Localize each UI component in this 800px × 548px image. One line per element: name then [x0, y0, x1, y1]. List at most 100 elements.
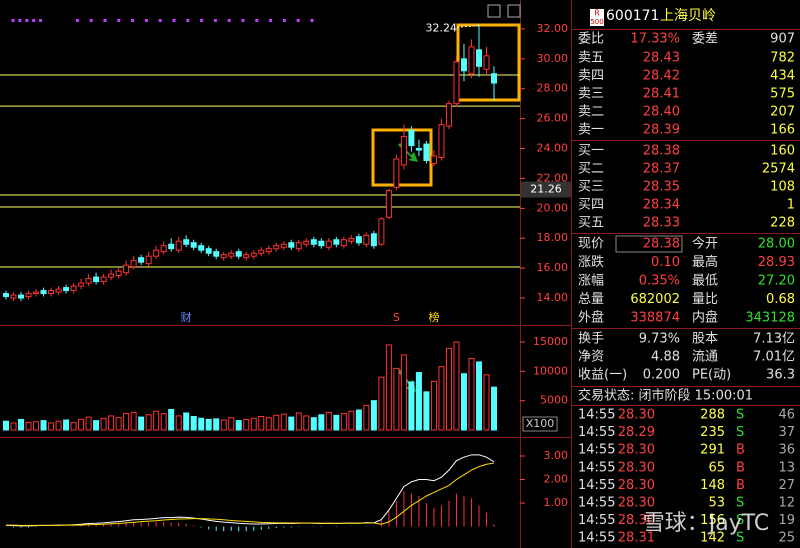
order-price: 28.43 — [643, 51, 680, 66]
candle-body — [483, 55, 490, 70]
volume-bar — [468, 357, 475, 431]
stat-value: 0.10 — [651, 255, 680, 270]
icon[interactable] — [487, 4, 501, 18]
volume-bar — [491, 386, 497, 431]
order-label: 卖三 — [578, 87, 604, 102]
quote-panel: R 500 600171 上海贝岭 委比 17.33% 委差 907 卖五 28.43 78… — [572, 8, 800, 546]
trade-side: S — [736, 425, 744, 440]
decor-dot — [131, 19, 135, 22]
trade-volume: 65 — [708, 460, 725, 475]
unit-label: X100 — [526, 417, 555, 430]
volume-bar — [273, 414, 280, 431]
trade-count: 37 — [778, 425, 795, 440]
trade-volume: 156 — [700, 513, 725, 528]
volume-bar — [115, 417, 122, 431]
trade-price: 28.30 — [618, 478, 655, 493]
y-tick-label: 3.00 — [544, 449, 569, 462]
volume-bar — [33, 421, 40, 431]
y-tick-label: 10000 — [533, 364, 568, 377]
order-volume: 160 — [770, 144, 795, 159]
candle-body — [385, 189, 392, 218]
volume-bar — [295, 412, 302, 431]
volume-bar — [318, 414, 325, 431]
trade-count: 25 — [778, 531, 795, 546]
volume-bar — [93, 420, 100, 431]
value: 907 — [770, 32, 795, 47]
volume-bar — [183, 412, 190, 431]
stat-label: 总量 — [578, 292, 604, 307]
volume-bar — [310, 417, 317, 431]
candle-body — [153, 249, 160, 257]
volume-bar — [408, 381, 415, 431]
candle-body — [340, 239, 347, 247]
trade-count: 13 — [778, 460, 795, 475]
fund-label: 净资 — [578, 350, 604, 365]
stat-label: 涨幅 — [578, 274, 604, 289]
volume-bar — [483, 374, 490, 431]
candle-body — [295, 242, 302, 250]
stat-label: 今开 — [692, 236, 718, 252]
trade-time: 14:55 — [578, 513, 615, 528]
toolbar-icons[interactable] — [487, 4, 521, 18]
stat-label: 内盘 — [692, 310, 718, 326]
order-label: 卖一 — [578, 123, 604, 138]
y-tick-label: 20.00 — [537, 201, 569, 214]
volume-bar — [250, 417, 257, 431]
y-tick-label: 30.00 — [537, 52, 569, 65]
candle-body — [85, 278, 92, 284]
badge: R — [594, 9, 600, 18]
fund-label: 收益(一) — [578, 368, 627, 383]
order-volume: 782 — [770, 51, 795, 66]
volume-bar — [25, 421, 32, 431]
candle-body — [183, 239, 190, 245]
volume-bar — [385, 344, 392, 431]
decor-dot — [282, 19, 286, 22]
candle-body — [370, 233, 377, 247]
volume-bar — [190, 416, 197, 431]
candle-body — [18, 294, 25, 299]
stock-name: 上海贝岭 — [660, 8, 716, 24]
trade-time: 14:55 — [578, 478, 615, 493]
candle-body — [93, 276, 100, 283]
trade-price: 28.30 — [618, 496, 655, 511]
volume-bar — [85, 416, 92, 431]
trade-time: 14:55 — [578, 531, 615, 546]
decor-dot — [227, 19, 231, 22]
candle-body — [468, 46, 475, 75]
candle-body — [453, 61, 460, 105]
order-label: 买五 — [578, 216, 604, 231]
icon[interactable] — [507, 4, 521, 18]
trade-count: 19 — [778, 513, 795, 528]
candle-body — [3, 293, 9, 298]
volume-bar — [55, 420, 62, 431]
watermark: 雪球：JayTC — [643, 511, 770, 536]
trade-volume: 288 — [700, 408, 725, 423]
volume-bar — [355, 409, 362, 431]
volume-bar — [265, 417, 272, 431]
stat-value: 682002 — [630, 292, 680, 307]
fund-value: 9.73% — [639, 332, 680, 347]
y-tick-label: 18.00 — [537, 231, 569, 244]
volume-bar — [78, 418, 85, 431]
candle-body — [288, 242, 295, 248]
stat-label: 量比 — [692, 292, 718, 307]
volume-bar — [333, 414, 340, 431]
candle-body — [78, 282, 85, 287]
decor-dot — [172, 19, 176, 22]
trade-time: 14:55 — [578, 460, 615, 475]
candle-body — [280, 243, 287, 248]
volume-bar — [70, 421, 77, 431]
candle-body — [430, 155, 437, 164]
volume-bar — [370, 400, 377, 431]
trade-side: B — [736, 443, 745, 458]
order-price: 28.34 — [643, 198, 680, 213]
candle-body — [115, 270, 122, 277]
dea-line — [6, 462, 495, 526]
volume-bar — [460, 373, 467, 431]
trade-price: 28.31 — [618, 531, 655, 546]
order-volume: 108 — [770, 180, 795, 195]
stat-value: 0.68 — [766, 292, 795, 307]
candle-body — [355, 236, 362, 244]
candle-body — [445, 103, 452, 127]
